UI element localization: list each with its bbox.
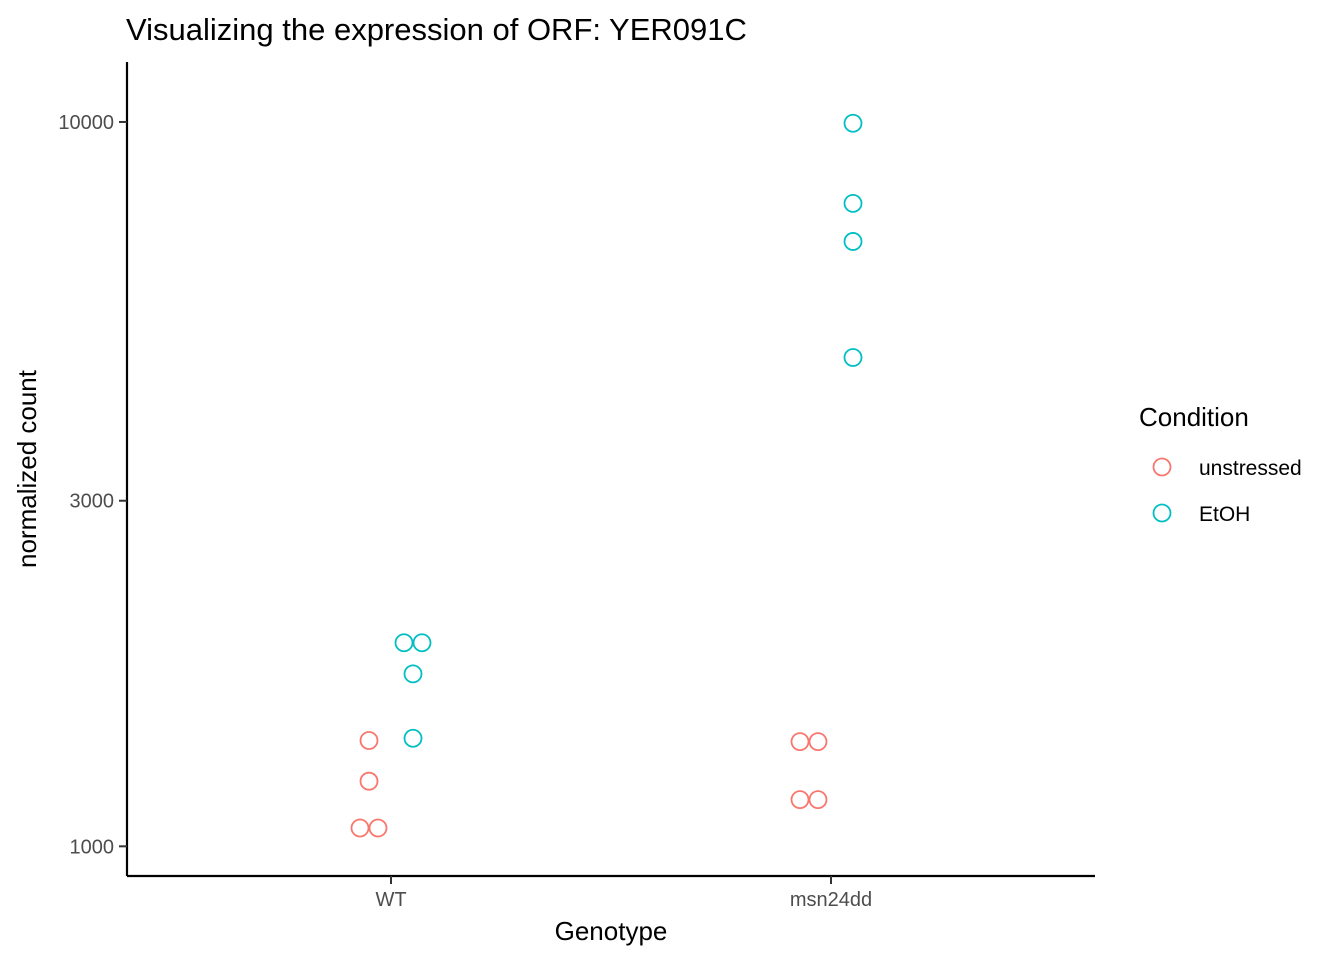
data-point-etoh (843, 232, 863, 251)
y-axis-title: normalized count (12, 369, 42, 568)
data-point-unstressed (790, 790, 810, 810)
data-point-unstressed (368, 818, 388, 838)
data-point-etoh (394, 633, 414, 653)
legend-label: unstressed (1199, 457, 1302, 480)
plot-area: 1000 3000 10000 WT msn24dd (58, 62, 1095, 911)
legend-label: EtOH (1199, 503, 1250, 526)
y-tick-label: 1000 (70, 836, 115, 858)
data-point-unstressed (359, 771, 379, 791)
data-point-etoh (403, 664, 423, 684)
data-point-etoh (412, 633, 432, 653)
y-tick-label: 3000 (70, 491, 115, 513)
x-axis-title: Genotype (555, 916, 668, 946)
data-point-etoh (843, 113, 863, 133)
x-ticks: WT msn24dd (375, 876, 872, 911)
data-point-etoh (403, 728, 423, 748)
legend-key-etoh (1152, 503, 1172, 523)
data-point-unstressed (350, 818, 370, 838)
legend: Condition unstressed EtOH (1139, 402, 1302, 526)
data-points (350, 113, 863, 838)
x-tick-label: WT (375, 889, 406, 911)
legend-key-unstressed (1152, 457, 1172, 477)
x-tick-label: msn24dd (790, 889, 872, 911)
chart-title: Visualizing the expression of ORF: YER09… (126, 12, 747, 47)
data-point-unstressed (808, 790, 828, 810)
data-point-unstressed (790, 732, 810, 752)
data-point-etoh (843, 193, 863, 213)
data-point-etoh (843, 348, 863, 367)
legend-title: Condition (1139, 402, 1249, 432)
y-tick-label: 10000 (58, 112, 114, 134)
y-ticks: 1000 3000 10000 (58, 112, 127, 858)
data-point-unstressed (359, 731, 379, 750)
data-point-unstressed (808, 732, 828, 752)
